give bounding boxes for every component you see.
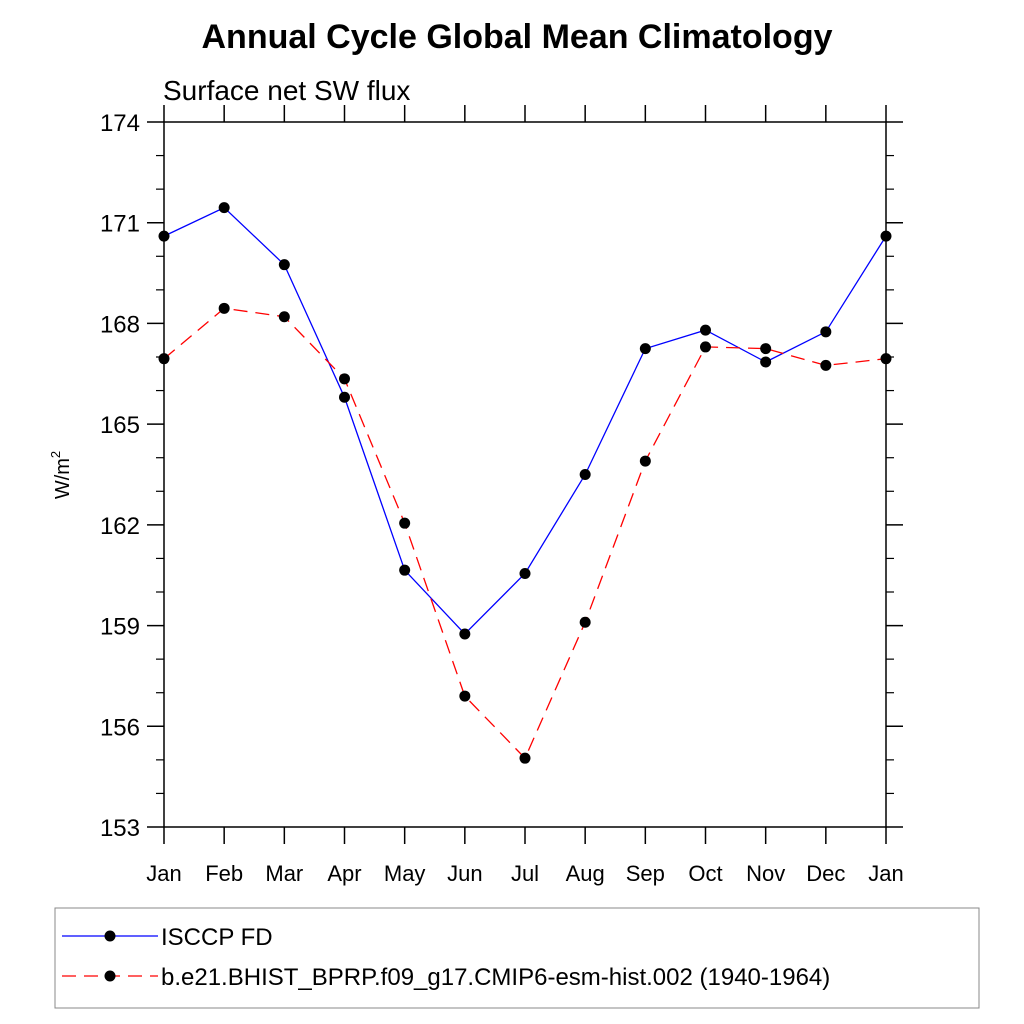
x-tick-label: Feb [205, 861, 243, 886]
data-point [820, 326, 832, 338]
data-point [519, 752, 531, 764]
x-tick-label: Apr [327, 861, 361, 886]
data-point [880, 230, 892, 242]
data-point [820, 359, 832, 371]
data-point [519, 568, 531, 580]
x-tick-label: Nov [746, 861, 785, 886]
x-tick-label: Jun [447, 861, 482, 886]
data-point [579, 616, 591, 628]
y-axis-label-base: W/m [52, 458, 74, 499]
x-tick-label: Mar [265, 861, 303, 886]
data-point [880, 353, 892, 365]
y-axis: 153 156 159 162 165 168 171 174 [100, 110, 903, 842]
y-tick-label: 156 [100, 714, 140, 741]
legend-label: ISCCP FD [161, 924, 273, 951]
x-tick-label: Jul [511, 861, 539, 886]
legend-marker [104, 970, 116, 982]
data-point [218, 202, 230, 214]
x-tick-label: Jan [146, 861, 181, 886]
legend-label: b.e21.BHIST_BPRP.f09_g17.CMIP6-esm-hist.… [161, 964, 830, 991]
y-axis-label-superscript: 2 [48, 451, 63, 458]
x-axis: Jan Feb Mar Apr May Jun Jul Aug Sep Oct Nov Dec Jan [146, 105, 904, 886]
series-line [163, 307, 887, 760]
x-tick-label: Dec [806, 861, 845, 886]
y-tick-label: 168 [100, 311, 140, 338]
plot-frame [163, 121, 887, 828]
data-point [459, 628, 471, 640]
legend-box [54, 907, 980, 1009]
data-point [339, 373, 350, 385]
data-point [158, 230, 170, 242]
data-point [760, 356, 772, 368]
legend: ISCCP FD b.e21.BHIST_BPRP.f09_g17.CMIP6-e… [62, 924, 830, 991]
data-point [339, 391, 350, 403]
data-point [278, 311, 290, 323]
data-point [700, 324, 711, 336]
y-tick-label: 153 [100, 815, 140, 842]
x-tick-label: Jan [868, 861, 903, 886]
y-tick-label: 171 [100, 211, 140, 238]
data-point [399, 517, 411, 529]
x-tick-label: Oct [688, 861, 722, 886]
series-layer [158, 202, 892, 764]
y-tick-label: 162 [100, 513, 140, 540]
x-tick-label: May [384, 861, 426, 886]
data-point [639, 455, 651, 467]
data-point [760, 343, 772, 355]
y-axis-label: W/m2 [48, 451, 74, 499]
data-point [579, 469, 591, 480]
chart-subtitle: Surface net SW flux [163, 75, 410, 106]
x-tick-label: Sep [626, 861, 665, 886]
y-tick-label: 174 [100, 110, 140, 137]
legend-marker [104, 930, 116, 942]
data-point [278, 259, 290, 271]
x-tick-label: Aug [566, 861, 605, 886]
data-point [399, 564, 411, 576]
data-point [218, 302, 230, 314]
data-point [700, 341, 711, 353]
chart-title: Annual Cycle Global Mean Climatology [202, 18, 833, 56]
y-tick-label: 165 [100, 412, 140, 439]
data-point [459, 690, 471, 702]
data-point [639, 343, 651, 355]
data-point [158, 353, 170, 365]
y-tick-label: 159 [100, 614, 140, 641]
